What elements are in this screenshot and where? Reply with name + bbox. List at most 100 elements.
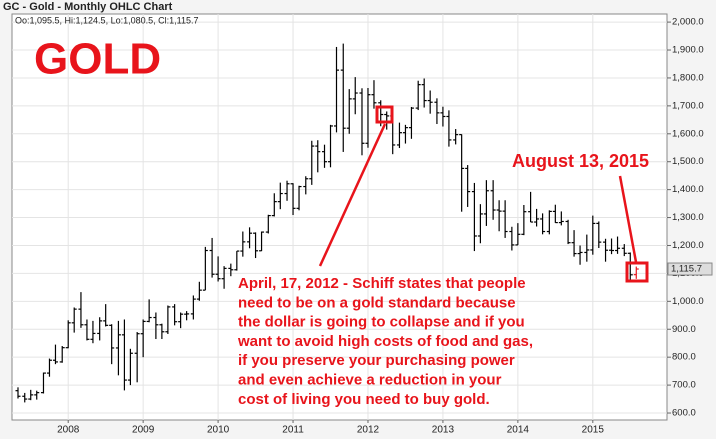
- ohlc-bar: [265, 214, 271, 234]
- ohlc-bar: [322, 144, 328, 168]
- ohlc-bar: [352, 77, 358, 115]
- ohlc-bar: [633, 266, 639, 279]
- ohlc-bar: [603, 238, 609, 262]
- ohlc-bar: [271, 193, 277, 217]
- ohlc-bar: [22, 392, 28, 403]
- ohlc-bar: [552, 204, 558, 224]
- chart-subtitle: Oo:1,095.5, Hi:1,124.5, Lo:1,080.5, Cl:1…: [15, 15, 198, 25]
- ohlc-bar: [40, 372, 46, 394]
- grid: [12, 14, 667, 420]
- ohlc-bar: [334, 46, 340, 133]
- ohlc-bar: [408, 106, 414, 139]
- ohlc-bar: [565, 219, 571, 245]
- quote-line: if you preserve your purchasing power: [238, 352, 515, 369]
- last-price-label: 1,115.7: [671, 264, 702, 275]
- ohlc-bar: [596, 221, 602, 248]
- ohlc-bar: [483, 180, 489, 226]
- y-tick-label: 700.0: [672, 380, 696, 391]
- ohlc-bar: [84, 319, 90, 341]
- ohlc-bar: [328, 124, 334, 168]
- ohlc-bar: [421, 78, 427, 108]
- ohlc-bar: [627, 252, 633, 282]
- quote-line: and even achieve a reduction in your: [238, 371, 502, 388]
- x-tick-label: 2013: [432, 425, 455, 436]
- ohlc-bar: [446, 110, 452, 147]
- ohlc-bar: [277, 182, 283, 210]
- ohlc-bar: [28, 389, 34, 401]
- ohlc-bar: [247, 227, 253, 249]
- ohlc-bar: [59, 346, 65, 363]
- ohlc-bar: [209, 237, 215, 278]
- ohlc-bar: [309, 140, 315, 185]
- y-tick-label: 1,300.0: [672, 212, 704, 223]
- ohlc-bar: [46, 358, 52, 377]
- ohlc-bar: [34, 390, 40, 400]
- arrow: [618, 175, 638, 263]
- ohlc-bar: [340, 43, 346, 152]
- ohlc-bar: [240, 231, 246, 257]
- ohlc-bar: [521, 204, 527, 236]
- ohlc-bar: [190, 295, 196, 320]
- ohlc-bar: [78, 292, 84, 328]
- ohlc-bar: [140, 319, 146, 358]
- ohlc-bar: [109, 324, 115, 365]
- ohlc-bar: [546, 210, 552, 235]
- chart-title: GC - Gold - Monthly OHLC Chart: [3, 1, 173, 13]
- ohlc-bar: [153, 312, 159, 340]
- ohlc-bar: [184, 311, 190, 321]
- ohlc-bar: [228, 263, 234, 277]
- last-price-box: [667, 262, 713, 276]
- ohlc-bar: [221, 266, 227, 289]
- date-note: August 13, 2015: [512, 151, 649, 171]
- quote-line: cost of living you need to buy gold.: [238, 391, 490, 408]
- ohlc-bar: [359, 88, 365, 156]
- ohlc-bar: [540, 213, 546, 235]
- y-tick-label: 1,000.0: [672, 296, 704, 307]
- y-tick-label: 900.0: [672, 324, 696, 335]
- y-tick-label: 1,200.0: [672, 240, 704, 251]
- y-tick-label: 1,900.0: [672, 45, 704, 56]
- arrow: [318, 123, 387, 267]
- ohlc-bar: [371, 80, 377, 109]
- x-tick-label: 2008: [57, 425, 80, 436]
- ohlc-bar: [471, 182, 477, 252]
- x-tick-label: 2015: [582, 425, 605, 436]
- quote-line: the dollar is going to collapse and if y…: [238, 314, 525, 331]
- ohlc-bar: [465, 165, 471, 207]
- ohlc-bar: [259, 231, 265, 252]
- ohlc-bar: [609, 238, 615, 255]
- ohlc-bar: [434, 98, 440, 125]
- y-tick-label: 1,700.0: [672, 100, 704, 111]
- quote-line: need to be on a gold standard because: [238, 294, 516, 311]
- ohlc-bar: [346, 89, 352, 134]
- ohlc-bar: [15, 387, 21, 399]
- ohlc-bar: [290, 183, 296, 216]
- ohlc-bar: [621, 244, 627, 257]
- ohlc-bar: [365, 87, 371, 148]
- ohlc-bar: [477, 204, 483, 244]
- ohlc-bar: [134, 332, 140, 383]
- ohlc-bar: [103, 304, 109, 327]
- ohlc-bar: [315, 140, 321, 173]
- ohlc-bar: [490, 180, 496, 220]
- ohlc-bar: [571, 230, 577, 257]
- ohlc-bar: [97, 317, 103, 341]
- ohlc-bar: [584, 234, 590, 262]
- ohlc-bar: [296, 185, 302, 211]
- heading: GOLD: [34, 35, 161, 84]
- ohlc-bar: [115, 320, 121, 376]
- quote: April, 17, 2012 - Schiff states that peo…: [237, 275, 533, 408]
- ohlc-bar: [459, 134, 465, 212]
- x-tick-label: 2011: [282, 425, 304, 436]
- ohlc-bar: [71, 307, 77, 333]
- ohlc-bar: [528, 191, 534, 223]
- y-tick-label: 1,400.0: [672, 184, 704, 195]
- ohlc-bar: [396, 122, 402, 149]
- ohlc-bar: [178, 312, 184, 329]
- quote-line: want to avoid high costs of food and gas…: [237, 333, 533, 350]
- ohlc-bar: [509, 226, 515, 251]
- x-tick-label: 2014: [507, 425, 530, 436]
- ohlc-bar: [159, 323, 165, 340]
- ohlc-bar: [284, 180, 290, 201]
- ohlc-bar: [303, 176, 309, 195]
